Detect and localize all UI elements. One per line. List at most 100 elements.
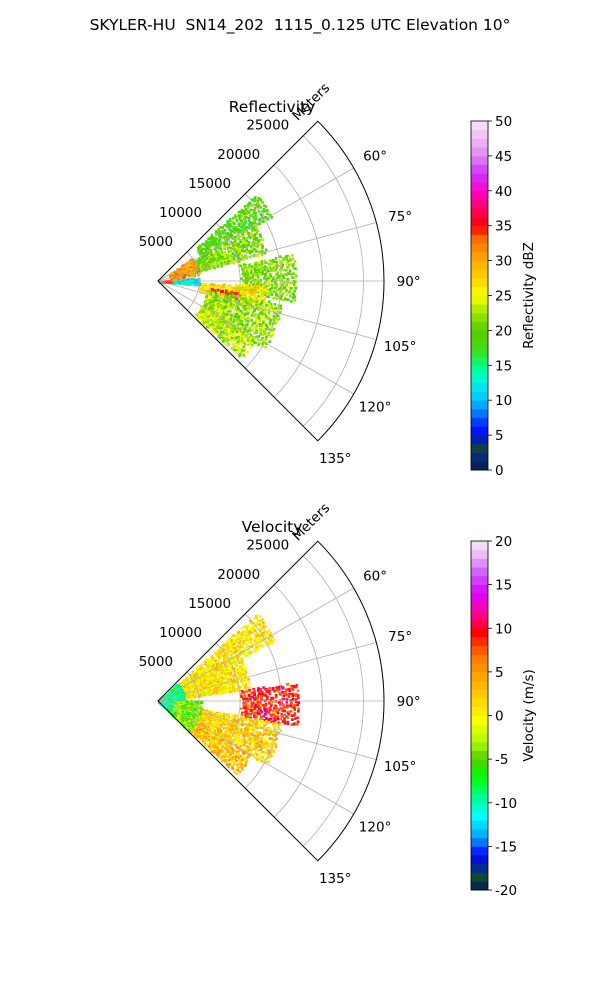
echo-cell [195,727,199,731]
echo-cell [231,662,234,665]
echo-cell [245,643,248,646]
echo-cell [241,734,245,737]
range-tick-label: 15000 [188,176,231,192]
echo-cell [286,682,290,686]
echo-cell [206,711,210,715]
echo-cell [245,236,248,240]
echo-cell [271,284,274,287]
echo-cell [269,731,272,735]
echo-cell [237,307,240,311]
echo-cell [208,311,212,314]
echo-cell [253,727,256,730]
echo-cell [291,697,295,701]
echo-cell [256,261,260,264]
echo-cell [236,658,240,662]
echo-cell [236,689,239,692]
echo-cell [229,255,233,258]
echo-cell [205,257,209,261]
echo-cell [267,717,271,721]
echo-cell [174,278,178,281]
echo-cell [219,737,223,740]
echo-cell [190,264,194,268]
echo-cell [243,245,247,248]
echo-cell [219,240,222,244]
echo-cell [216,735,220,739]
echo-cell [256,268,259,272]
echo-cell [219,309,223,312]
echo-cell [273,717,276,720]
echo-cell [210,263,213,266]
echo-cell [216,688,219,691]
echo-cell [265,756,268,760]
echo-cell [226,738,230,741]
echo-cell [212,666,216,670]
echo-cell [253,242,256,245]
echo-cell [296,720,300,723]
echo-cell [237,670,241,673]
echo-cell [224,719,228,723]
colorbar-segment [471,190,488,200]
echo-cell [263,296,266,299]
echo-cell [188,695,191,699]
echo-cell [275,710,278,713]
colorbar-segment [471,408,488,419]
echo-cell [217,291,221,295]
colorbar-segment [471,435,488,445]
echo-cell [235,348,238,352]
echo-cell [214,686,218,690]
chart-title: Reflectivity [229,98,316,116]
echo-cell [225,683,228,686]
echo-cell [228,311,232,314]
echo-cell [201,724,204,727]
echo-cell [271,697,275,700]
echo-cell [251,224,254,228]
echo-cell [225,724,229,728]
echo-cell [215,246,219,249]
echo-cell [247,309,251,313]
echo-cell [228,336,231,340]
echo-cell [222,244,226,248]
echo-cell [257,250,260,254]
echo-cell [226,331,229,334]
echo-cell [219,725,223,728]
echo-cell [251,276,254,279]
echo-cell [209,291,212,294]
echo-cell [240,348,244,352]
echo-cell [222,669,225,672]
echo-cell [270,334,273,338]
echo-cell [212,690,216,693]
chart-title: Velocity [242,518,303,536]
echo-cell [201,728,204,731]
echo-cell [260,262,264,266]
echo-cell [210,291,214,294]
echo-cell [234,246,238,249]
echo-cell [242,632,246,635]
echo-cell [258,691,261,694]
echo-cell [215,237,218,241]
echo-cell [291,694,295,698]
echo-cell [223,662,227,665]
echo-cell [230,258,233,261]
echo-cell [240,342,243,346]
echo-cell [255,291,258,294]
azimuth-gridline [157,167,354,282]
echo-cell [236,287,239,290]
echo-cell [254,217,258,221]
echo-cell [270,325,274,328]
echo-cell [213,676,216,680]
echo-cell [210,233,214,237]
echo-cell [230,747,233,750]
echo-cell [262,738,265,741]
echo-cell [232,326,235,329]
echo-cell [258,712,261,716]
echo-cell [282,258,285,262]
echo-cell [220,654,223,658]
echo-cell [221,743,224,746]
echo-cell [243,327,247,331]
colorbar-segment [471,216,488,227]
echo-cell [212,255,216,258]
echo-cell [235,736,239,740]
echo-cell [272,314,275,318]
echo-cell [270,287,274,290]
echo-cell [254,698,257,702]
